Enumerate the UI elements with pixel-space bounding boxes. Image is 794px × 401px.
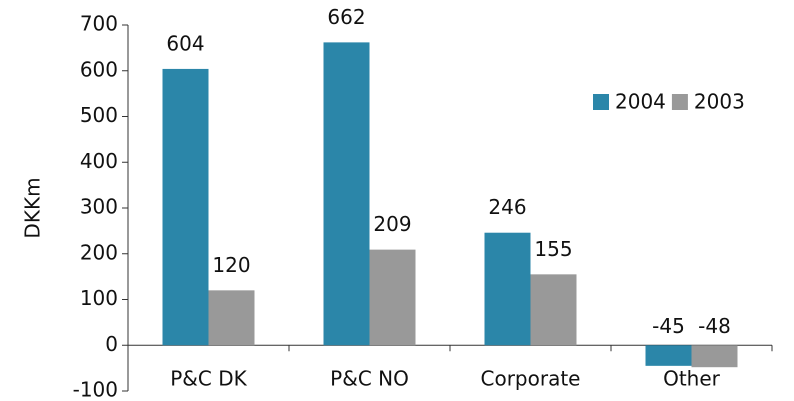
value-label: -48 (698, 314, 731, 338)
x-tick-label: P&C NO (330, 367, 409, 391)
bar (691, 345, 738, 368)
legend-label: 2004 (615, 90, 666, 114)
value-label: 155 (534, 237, 572, 261)
x-tick-label: Corporate (481, 367, 581, 391)
bar (530, 274, 577, 346)
bar (162, 68, 209, 346)
value-label: 604 (166, 31, 204, 55)
y-tick-label: 200 (80, 240, 118, 264)
y-tick-label: 0 (105, 332, 118, 356)
value-label: 209 (373, 212, 411, 236)
bar (323, 42, 370, 346)
y-tick-label: 100 (80, 286, 118, 310)
legend-swatch (671, 94, 688, 110)
value-label: -45 (652, 314, 685, 338)
value-label: 246 (488, 195, 526, 219)
legend-label: 2003 (694, 90, 745, 114)
y-tick-label: -100 (73, 378, 118, 401)
y-tick-label: 500 (80, 103, 118, 127)
legend-swatch (593, 94, 609, 110)
bar (484, 232, 531, 346)
bar (645, 345, 692, 366)
y-axis-label: DKKm (21, 177, 45, 238)
y-tick-label: 600 (80, 57, 118, 81)
y-tick-label: 300 (80, 195, 118, 219)
value-label: 120 (212, 253, 250, 277)
y-tick-label: 400 (80, 149, 118, 173)
value-label: 662 (327, 5, 365, 29)
y-tick-label: 700 (80, 12, 118, 36)
bar (208, 290, 255, 346)
x-tick-label: P&C DK (170, 367, 247, 391)
bar (369, 249, 416, 346)
x-tick-label: Other (663, 367, 721, 391)
